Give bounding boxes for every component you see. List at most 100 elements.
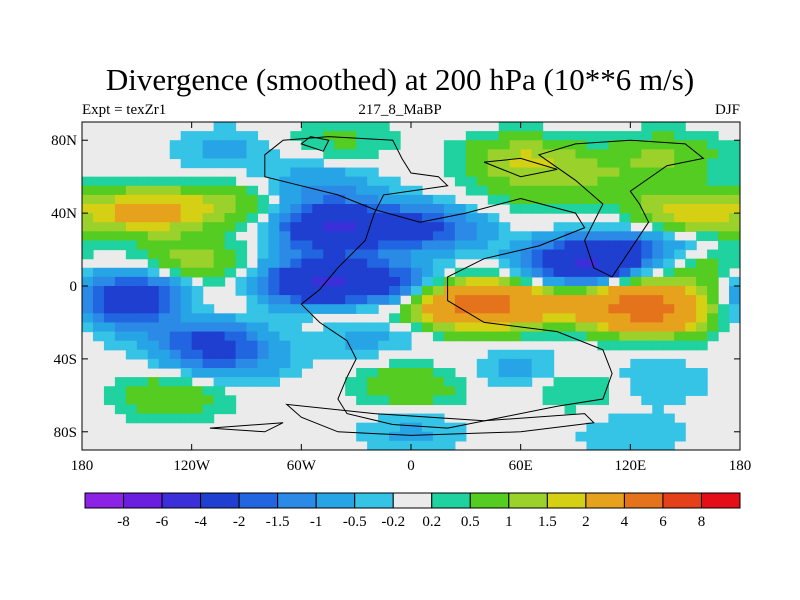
field-cell [92, 213, 105, 223]
field-cell [323, 140, 335, 150]
field-cell [147, 295, 160, 305]
field-cell [224, 340, 237, 351]
field-cell [389, 377, 401, 387]
field-cell [641, 276, 653, 287]
field-cell [235, 194, 248, 205]
field-cell [103, 204, 116, 214]
field-cell [641, 149, 653, 160]
field-cell [630, 158, 642, 169]
field-cell [619, 313, 631, 324]
field-cell [180, 404, 193, 415]
field-cell [586, 276, 599, 287]
field-cell [454, 158, 467, 169]
field-cell [652, 131, 664, 141]
field-cell [213, 258, 226, 269]
field-cell [257, 313, 270, 324]
field-cell [465, 176, 478, 187]
field-cell [663, 413, 675, 424]
field-cell [487, 349, 500, 360]
field-cell [498, 377, 511, 387]
field-cell [389, 240, 401, 251]
field-cell [301, 158, 313, 169]
field-cell [630, 422, 642, 433]
field-cell [718, 213, 730, 223]
field-cell [147, 322, 160, 333]
field-cell [432, 213, 445, 223]
field-cell [443, 276, 456, 287]
field-cell [268, 149, 281, 160]
field-cell [553, 131, 566, 141]
field-cell [125, 304, 138, 314]
field-cell [421, 194, 434, 205]
field-cell [520, 140, 533, 150]
field-cell [235, 258, 248, 269]
field-cell [575, 276, 588, 287]
field-cell [411, 386, 423, 396]
field-cell [586, 386, 599, 396]
field-cell [82, 249, 94, 260]
field-cell [246, 149, 259, 160]
field-cell [487, 368, 500, 378]
field-cell [553, 276, 566, 287]
field-cell [301, 304, 313, 314]
field-cell [432, 240, 445, 251]
field-cell [279, 313, 291, 324]
field-cell [531, 322, 544, 333]
field-cell [454, 267, 467, 278]
field-cell [718, 313, 730, 324]
field-cell [180, 267, 193, 278]
field-cell [707, 258, 719, 269]
field-cell [454, 331, 467, 342]
field-cell [520, 131, 533, 141]
field-cell [641, 194, 653, 205]
field-cell [323, 131, 335, 141]
field-cell [367, 240, 379, 251]
field-cell [542, 304, 555, 314]
field-cell [498, 304, 511, 314]
field-cell [531, 349, 544, 360]
field-cell [323, 222, 335, 232]
field-cell [663, 368, 675, 378]
field-cell [356, 213, 368, 223]
coastline [209, 422, 284, 433]
field-cell [652, 358, 664, 369]
field-cell [432, 431, 445, 442]
field-cell [82, 185, 94, 196]
field-cell [641, 131, 653, 141]
field-cell [696, 295, 708, 305]
field-cell [378, 231, 390, 242]
field-cell [498, 258, 511, 269]
colorbar-label: 0.5 [461, 514, 480, 530]
field-cell [487, 131, 500, 141]
field-cell [608, 304, 620, 314]
colorbar-swatch [585, 492, 625, 509]
field-cell [224, 204, 237, 214]
field-cell [246, 349, 259, 360]
field-cell [531, 122, 544, 132]
field-cell [158, 231, 171, 242]
field-cell [114, 404, 127, 415]
field-cell [400, 331, 412, 342]
field-cell [652, 422, 664, 433]
field-cell [290, 295, 302, 305]
x-tick-label: 180 [71, 458, 94, 474]
field-cell [487, 249, 500, 260]
field-cell [246, 158, 259, 169]
field-cell [213, 158, 226, 169]
field-cell [158, 194, 171, 205]
field-cell [443, 204, 456, 214]
field-cell [575, 185, 588, 196]
field-cell [443, 286, 456, 296]
field-cell [652, 431, 664, 442]
field-cell [191, 149, 204, 160]
field-cell [378, 267, 390, 278]
field-cell [718, 231, 730, 242]
field-cell [707, 231, 719, 242]
field-cell [257, 349, 270, 360]
field-cell [619, 240, 631, 251]
field-cell [312, 340, 324, 351]
field-cell [641, 440, 653, 450]
field-cell [301, 358, 313, 369]
field-cell [301, 222, 313, 232]
field-cell [411, 204, 423, 214]
